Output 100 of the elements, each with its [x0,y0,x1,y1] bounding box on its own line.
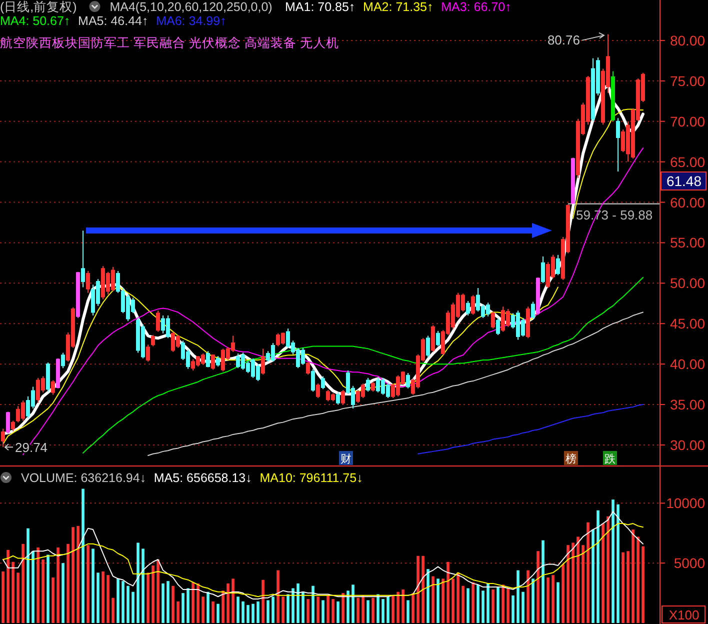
candlestick [571,157,575,204]
bar [76,526,80,623]
bar [246,605,250,623]
bar [26,528,30,623]
bar [112,598,114,623]
bar [342,593,344,623]
bar [592,530,594,623]
bar [16,572,20,623]
bar [506,588,510,623]
bar [292,588,294,623]
bar [412,593,414,623]
bar [32,551,34,623]
bar [12,562,14,623]
bar [186,588,190,623]
bar [312,586,314,623]
bar [366,600,370,623]
bar [332,599,334,623]
bar [276,570,280,623]
candlestick [56,358,60,389]
bar [46,554,50,623]
bar [262,580,264,623]
bar [596,510,600,623]
legend-label: MA5: 46.44↑ [78,14,148,28]
candlestick [11,420,15,432]
candlestick [46,362,50,392]
y-tick-label: 35.00 [670,396,706,413]
bar [306,599,310,623]
candlestick [51,380,55,396]
bar [182,593,184,623]
bar [52,577,54,623]
candlestick [336,392,340,406]
bar [426,569,430,623]
bar [156,559,160,623]
candlestick [431,324,435,352]
y-tick-label: 5000 [674,555,706,572]
bar [392,595,394,623]
bar [196,583,200,623]
candlestick [1,428,5,448]
bar [166,581,170,623]
bar [456,572,460,623]
bar [532,578,534,623]
text: MA4: 50.67↑ [0,14,70,28]
bar [496,587,500,623]
y-tick-label: 45.00 [670,316,706,332]
candlestick [556,254,560,276]
candlestick [531,301,535,320]
bar [316,596,320,623]
line-series [82,276,644,454]
y-tick-label: 60.00 [670,194,706,210]
bar [42,559,44,623]
bar [326,595,330,623]
candlestick [6,411,10,434]
bar [322,600,324,623]
candlestick [321,376,325,390]
bar [296,583,300,623]
bar [212,601,214,623]
bar [542,540,544,623]
bar [462,586,464,623]
bar [616,504,620,623]
candlestick [371,381,375,392]
bar [472,582,474,623]
bar [422,556,424,623]
bar [362,595,364,623]
bar [176,601,180,623]
candlestick [261,348,265,376]
bar [172,586,174,623]
bar [72,527,74,623]
candlestick [151,334,155,347]
candlestick [156,310,160,332]
bar [286,594,290,623]
bar [476,584,480,623]
bar [252,604,254,623]
bar [552,575,554,623]
bar [546,577,550,623]
y-tick-label: 55.00 [670,234,706,251]
text: MA5: 656658.13↓ [154,471,252,485]
bar [622,552,624,623]
bar [266,600,270,623]
bar [642,546,644,623]
candlestick [311,368,315,392]
y-axis-title: X100 [668,608,700,622]
bar [236,596,240,623]
bar [416,556,420,623]
candlestick [76,271,80,318]
candlestick [86,270,90,294]
bar [386,596,390,623]
bar [66,544,70,623]
bar [142,548,144,623]
candlestick [541,256,545,284]
y-tick-label: 40.00 [670,356,706,372]
bar [492,589,494,623]
bar [282,596,284,623]
candlestick [216,355,220,367]
bar [242,601,244,623]
bar [436,578,440,623]
bar [442,578,444,623]
candlestick [616,118,620,172]
line-series [2,511,644,600]
bar [36,547,40,623]
candlestick [496,317,500,336]
